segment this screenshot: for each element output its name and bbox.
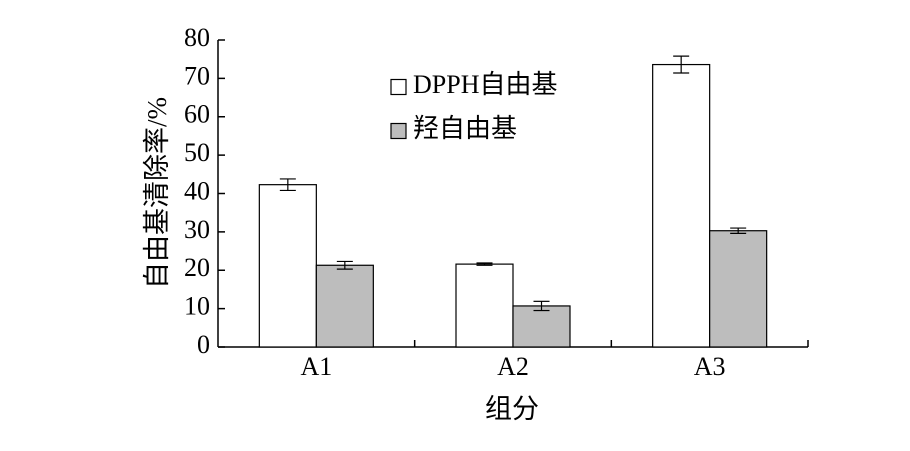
- legend-swatch-1: [390, 78, 407, 96]
- bar-a1-series-2: [315, 264, 374, 348]
- bar-a3-series-2: [709, 230, 768, 348]
- bar-a3-series-1: [652, 63, 711, 348]
- y-tick-label-20: 20: [184, 253, 210, 282]
- y-tick-label-10: 10: [184, 292, 210, 321]
- x-tick-label-a1: A1: [300, 352, 332, 381]
- bar-a2-series-2: [512, 305, 571, 348]
- legend-label-1: DPPH自由基: [413, 70, 557, 99]
- axes: 0 10 20 30 40 50 60 70 80 A1 A2 A3: [184, 23, 809, 381]
- y-tick-label-80: 80: [184, 23, 210, 52]
- legend-swatch-2: [390, 122, 407, 140]
- bars: [258, 55, 768, 348]
- legend-label-2: 羟自由基: [413, 114, 517, 143]
- x-axis-title: 组分: [485, 394, 539, 424]
- y-tick-label-50: 50: [184, 138, 210, 167]
- y-tick-label-70: 70: [184, 61, 210, 90]
- x-tick-label-a2: A2: [497, 352, 529, 381]
- x-tick-label-a3: A3: [694, 352, 726, 381]
- bar-a1-series-1: [258, 184, 317, 348]
- y-tick-label-0: 0: [197, 330, 210, 359]
- y-tick-label-30: 30: [184, 215, 210, 244]
- y-tick-label-40: 40: [184, 176, 210, 205]
- y-axis-title: 自由基清除率/%: [142, 97, 172, 289]
- y-tick-label-60: 60: [184, 100, 210, 129]
- bar-a2-series-1: [455, 263, 514, 348]
